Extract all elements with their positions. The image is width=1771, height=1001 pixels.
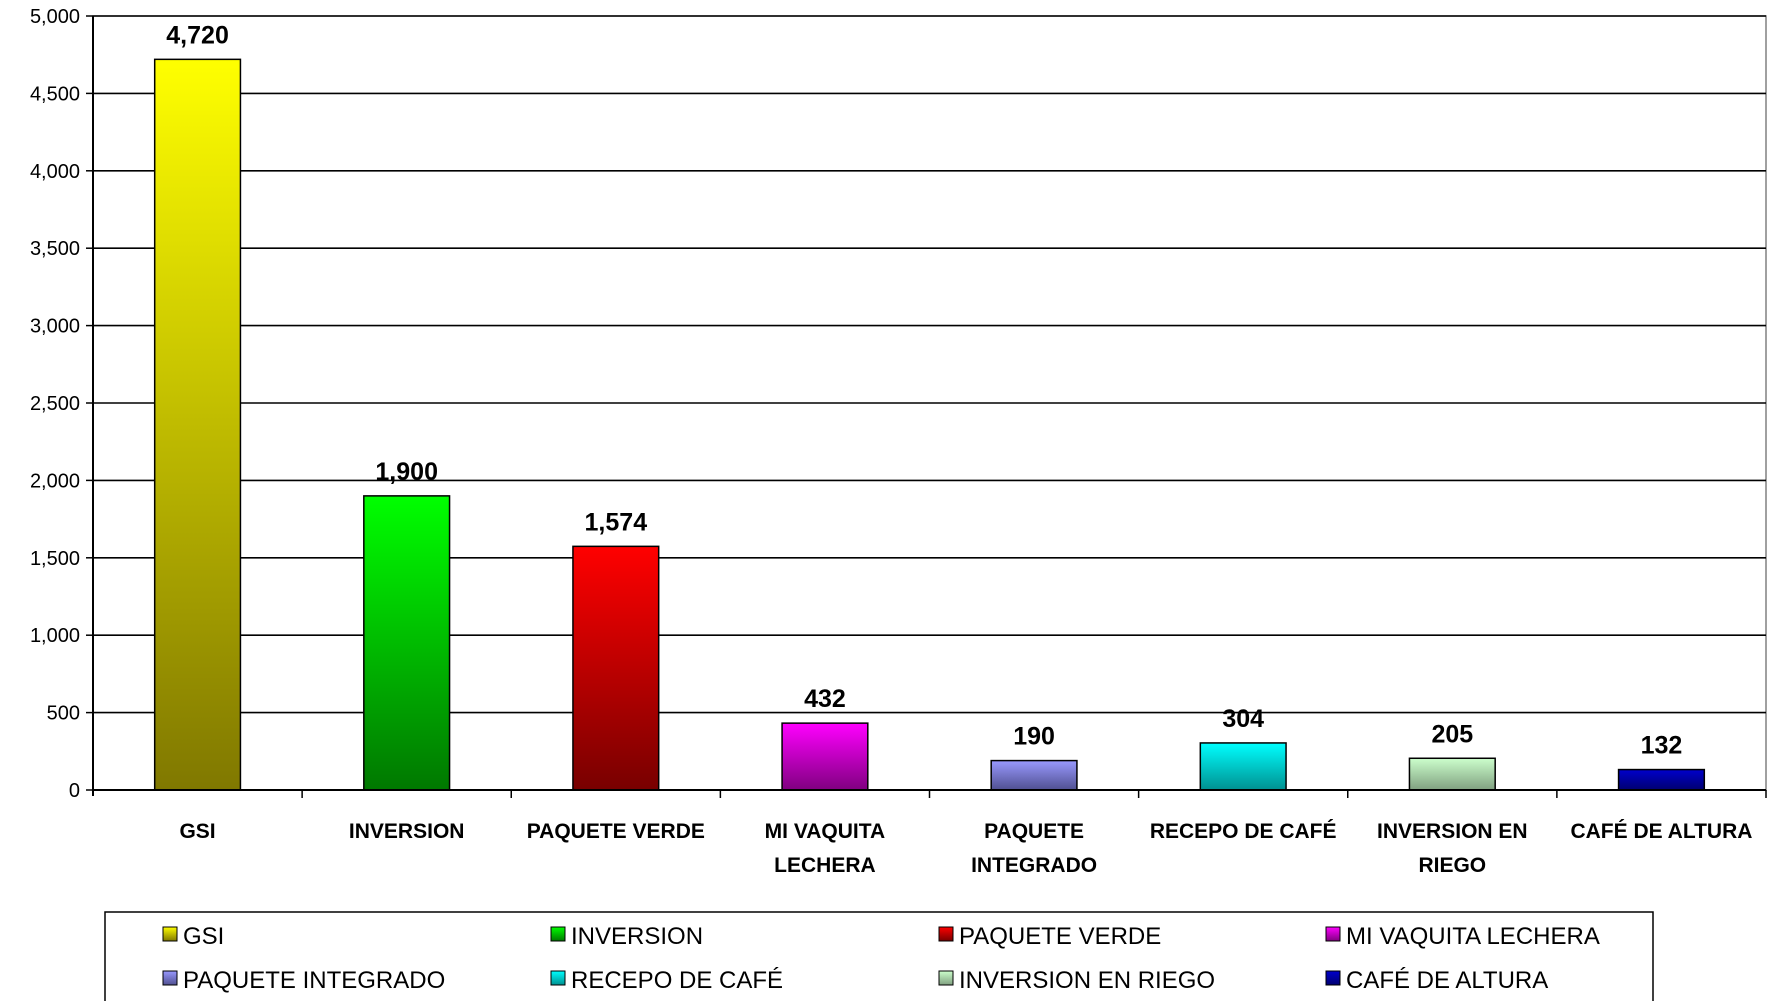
legend-label: INVERSION <box>571 923 703 950</box>
legend-swatch <box>938 970 954 986</box>
y-tick-label: 0 <box>69 780 80 802</box>
x-tick-label: PAQUETE INTEGRADO <box>971 820 1097 877</box>
legend-swatch <box>1325 970 1341 986</box>
legend-label: PAQUETE INTEGRADO <box>183 967 445 994</box>
y-tick-label: 2,500 <box>30 393 80 415</box>
legend-swatch <box>162 970 178 986</box>
data-label: 1,574 <box>585 508 648 536</box>
legend-swatch <box>550 970 566 986</box>
y-axis: 0 500 1,000 1,500 2,000 2,500 3,000 3,500 4,000 4… <box>30 6 94 802</box>
x-axis: GSI INVERSION PAQUETE VERDE MI VAQUITA LECHE… <box>93 789 1767 877</box>
x-tick-label: CAFÉ DE ALTURA <box>1570 820 1752 843</box>
x-tick-label: RECEPO DE CAFÉ <box>1150 820 1337 843</box>
data-label: 1,900 <box>375 458 438 486</box>
legend-label: INVERSION EN RIEGO <box>959 967 1215 994</box>
y-tick-label: 500 <box>47 703 80 725</box>
legend-box <box>104 911 1654 1001</box>
bar <box>153 58 242 791</box>
y-tick-label: 2,000 <box>30 470 80 492</box>
data-label: 205 <box>1431 720 1473 748</box>
data-label: 4,720 <box>166 21 229 49</box>
legend-label: PAQUETE VERDE <box>959 923 1161 950</box>
y-tick-label: 4,000 <box>30 161 80 183</box>
y-tick-label: 5,000 <box>30 6 80 28</box>
legend-label: RECEPO DE CAFÉ <box>571 967 783 994</box>
bar <box>781 722 869 791</box>
data-label: 190 <box>1013 723 1055 751</box>
x-tick-label: MI VAQUITA LECHERA <box>765 820 886 877</box>
x-tick-label: INVERSION EN RIEGO <box>1377 820 1528 877</box>
legend-label: GSI <box>183 923 224 950</box>
legend-swatch <box>938 926 954 942</box>
bar <box>990 759 1078 791</box>
y-tick-label: 4,500 <box>30 83 80 105</box>
data-label: 304 <box>1222 705 1264 733</box>
legend-swatch <box>162 926 178 942</box>
legend-label: MI VAQUITA LECHERA <box>1346 923 1600 950</box>
x-tick-label: INVERSION <box>349 820 465 843</box>
bar <box>363 495 451 791</box>
gridlines <box>92 15 1767 791</box>
bar <box>572 545 660 791</box>
x-tick-label: GSI <box>179 820 215 843</box>
bar <box>1408 757 1496 791</box>
bar <box>1617 768 1706 791</box>
legend: GSI INVERSION PAQUETE VERDE MI VAQUITA LECH… <box>104 911 1654 1001</box>
x-tick-label: PAQUETE VERDE <box>527 820 705 843</box>
data-label: 132 <box>1641 732 1683 760</box>
legend-swatch <box>550 926 566 942</box>
legend-swatch <box>1325 926 1341 942</box>
y-tick-label: 1,500 <box>30 548 80 570</box>
y-tick-label: 1,000 <box>30 625 80 647</box>
legend-label: CAFÉ DE ALTURA <box>1346 967 1548 994</box>
y-tick-label: 3,000 <box>30 316 80 338</box>
bar <box>1199 742 1287 791</box>
bars: 4,720 1,900 1,574 432 190 304 205 132 <box>153 21 1706 791</box>
data-label: 432 <box>804 685 846 713</box>
y-tick-label: 3,500 <box>30 238 80 260</box>
